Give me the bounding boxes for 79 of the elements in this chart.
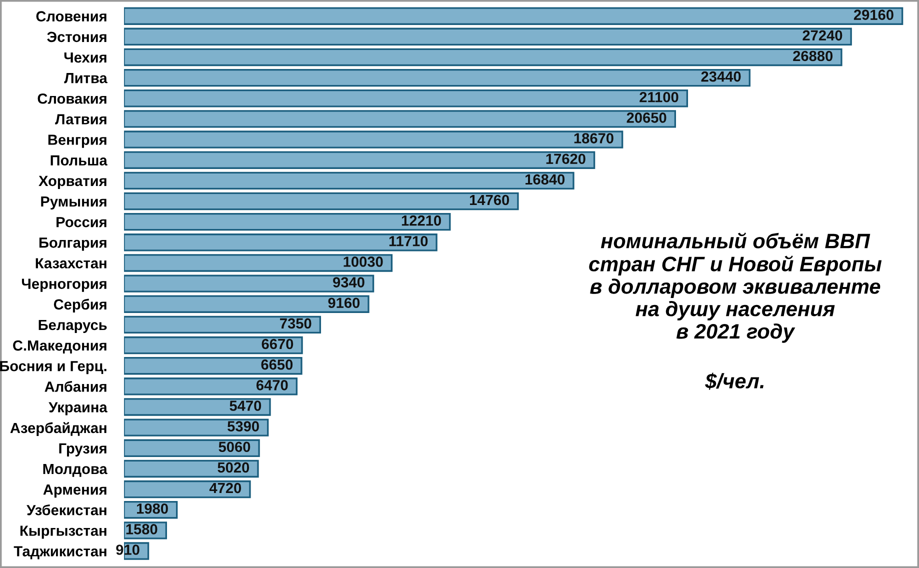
y-tick-label: Грузия xyxy=(59,443,106,456)
bar xyxy=(124,90,688,108)
bar xyxy=(124,28,852,46)
bar xyxy=(124,439,260,457)
y-tick-label: Узбекистан xyxy=(26,504,106,516)
y-tick-label: Албания xyxy=(44,381,106,392)
bar xyxy=(124,274,374,292)
bar xyxy=(124,7,904,25)
data-label: 26880 xyxy=(793,50,833,62)
y-tick-label: Словения xyxy=(36,11,106,22)
bar xyxy=(124,151,596,169)
bar xyxy=(124,254,393,272)
y-tick-label: Венгрия xyxy=(48,134,106,148)
y-tick-label: Кыргызстан xyxy=(20,526,106,539)
data-label: 9340 xyxy=(333,277,364,288)
bar xyxy=(124,68,750,87)
data-label: 21100 xyxy=(640,92,678,102)
data-label: 16840 xyxy=(526,174,565,185)
y-tick-label: Азербайджан xyxy=(10,422,106,436)
data-label: 5020 xyxy=(218,462,250,473)
y-tick-label: Беларусь xyxy=(38,320,107,334)
data-label: 9160 xyxy=(328,298,360,308)
data-label: 14760 xyxy=(470,194,510,206)
data-label: 17620 xyxy=(546,154,586,164)
y-tick-label: Молдова xyxy=(43,464,108,477)
y-tick-label: Таджикистан xyxy=(14,546,106,560)
bar xyxy=(124,130,624,148)
data-label: 6650 xyxy=(261,359,293,370)
bar xyxy=(124,480,251,498)
bar xyxy=(124,172,574,190)
data-label: 4720 xyxy=(209,482,242,494)
y-tick-label: Босния и Герц. xyxy=(0,361,106,374)
bar xyxy=(124,378,298,396)
y-tick-label: Румыния xyxy=(41,196,106,210)
data-label: 18670 xyxy=(574,133,614,144)
y-tick-label: С.Македония xyxy=(13,340,106,354)
data-label: 20650 xyxy=(626,112,666,123)
y-tick-label: Черногория xyxy=(22,278,106,292)
data-label: 5390 xyxy=(228,421,259,432)
y-tick-label: Польша xyxy=(50,155,108,166)
y-tick-label: Россия xyxy=(56,217,106,228)
y-tick-label: Словакия xyxy=(38,93,106,104)
bar xyxy=(124,110,676,128)
bar xyxy=(124,295,370,313)
bar xyxy=(124,316,322,334)
data-label: 11710 xyxy=(389,236,428,246)
data-label: 6470 xyxy=(256,380,288,390)
bar xyxy=(124,48,842,66)
y-tick-label: Казахстан xyxy=(36,258,106,268)
data-label: 12210 xyxy=(402,215,441,226)
y-tick-label: Хорватия xyxy=(38,176,106,189)
data-label: 6670 xyxy=(262,338,294,350)
data-label: 7350 xyxy=(280,318,312,329)
y-tick-label: Чехия xyxy=(64,52,106,63)
bar xyxy=(124,234,438,252)
text: $/чел. xyxy=(705,372,764,390)
y-tick-label: Литва xyxy=(64,73,108,84)
data-label: 5470 xyxy=(230,400,262,411)
data-label: 5060 xyxy=(218,442,250,452)
y-tick-label: Украина xyxy=(48,402,108,416)
data-label: 1580 xyxy=(126,524,158,534)
data-label: 27240 xyxy=(802,30,842,41)
y-tick-label: Эстония xyxy=(47,32,106,42)
text: номинальный объём ВВП стран СНГ и Новой Европы в долларовом эквиваленте на душу населения в 2021 году xyxy=(589,232,882,343)
data-label: 23440 xyxy=(701,71,741,82)
bar xyxy=(124,356,302,375)
bar xyxy=(124,398,271,416)
bar xyxy=(124,418,269,436)
bar xyxy=(124,192,519,210)
y-tick-label: Армения xyxy=(43,484,106,498)
bar xyxy=(124,212,451,231)
y-tick-label: Латвия xyxy=(55,114,106,124)
y-tick-label: Болгария xyxy=(39,238,106,251)
y-tick-label: Сербия xyxy=(54,298,106,312)
bar xyxy=(124,336,303,354)
data-label: 10030 xyxy=(344,256,383,267)
data-label: 1980 xyxy=(136,503,168,514)
data-label: 29160 xyxy=(854,10,894,20)
bar xyxy=(124,460,259,478)
